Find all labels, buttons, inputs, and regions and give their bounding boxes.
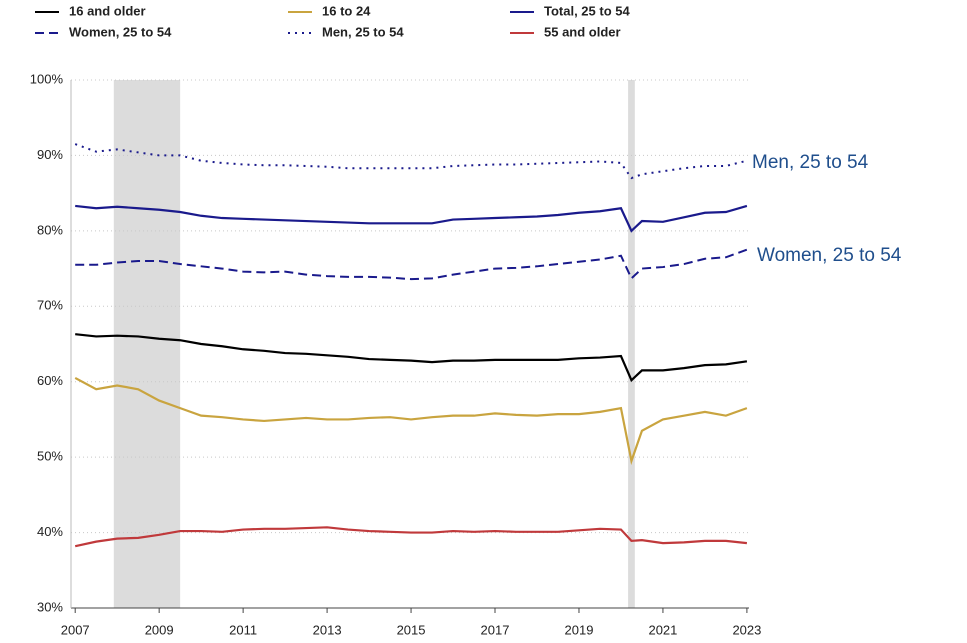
x-tick-label: 2021 [648,622,677,637]
series-line [75,248,748,281]
y-tick-label: 40% [37,524,63,539]
annotation: Women, 25 to 54 [757,245,902,266]
recession-shade [113,80,181,608]
y-tick-label: 50% [37,449,63,464]
legend-label: Men, 25 to 54 [322,24,404,39]
annotation: Men, 25 to 54 [752,152,869,173]
x-tick-label: 2009 [145,622,174,637]
y-tick-label: 80% [37,222,63,237]
y-tick-label: 30% [37,599,63,614]
y-tick-label: 60% [37,373,63,388]
series-line [75,204,748,233]
y-tick-label: 70% [37,298,63,313]
y-tick-label: 100% [30,71,64,86]
x-tick-label: 2019 [565,622,594,637]
x-tick-label: 2017 [481,622,510,637]
series-line [74,376,748,466]
x-tick-label: 2011 [229,622,257,637]
legend-label: 55 and older [544,24,621,39]
x-tick-label: 2007 [61,622,90,637]
x-tick-label: 2013 [313,622,342,637]
x-tick-label: 2023 [732,622,761,637]
legend-label: 16 to 24 [322,3,371,18]
legend-label: 16 and older [69,3,146,18]
legend-label: Total, 25 to 54 [544,3,630,18]
x-tick-label: 2015 [397,622,426,637]
series-line [75,333,748,383]
y-tick-label: 90% [37,147,63,162]
legend-label: Women, 25 to 54 [69,24,172,39]
recession-shade [628,80,635,608]
series-line [74,526,748,548]
